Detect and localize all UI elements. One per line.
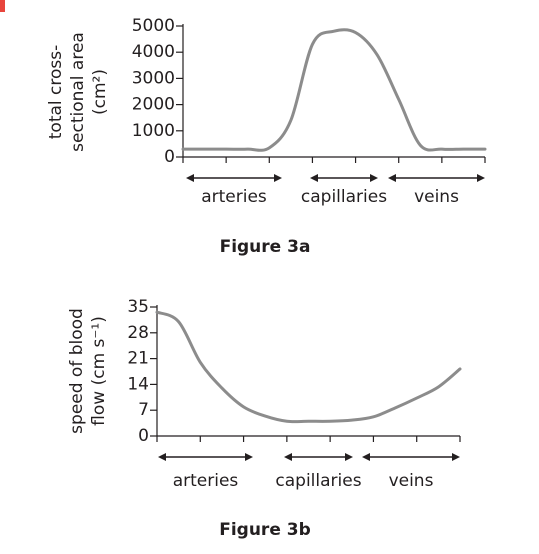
region-label: veins (389, 471, 434, 491)
data-line (155, 310, 462, 424)
arrow-head (310, 174, 318, 182)
figure-title: Figure 3b (219, 520, 311, 540)
arrow-head (345, 453, 353, 461)
arrow-head (284, 453, 292, 461)
arrow-head (452, 453, 460, 461)
arrow-head (158, 453, 166, 461)
y-tick-label: 21 (127, 349, 149, 369)
region-label: capillaries (301, 187, 387, 207)
y-axis-label-line: (cm²) (90, 69, 110, 115)
y-tick-label: 2000 (132, 95, 175, 115)
y-tick-label: 14 (127, 374, 149, 394)
y-tick-label: 1000 (132, 121, 175, 141)
y-axis-label: total cross-sectional area (cm²) (46, 32, 110, 152)
data-line (181, 28, 487, 152)
region-label: arteries (201, 187, 267, 207)
y-tick-label: 3000 (132, 68, 175, 88)
y-tick-label: 0 (138, 426, 149, 446)
y-tick-label: 0 (164, 147, 175, 167)
y-axis-label-line: speed of blood (67, 308, 87, 434)
figure-title: Figure 3a (220, 237, 311, 257)
arrow-head (245, 453, 253, 461)
y-tick-label: 35 (127, 297, 149, 317)
y-axis-label: speed of blood flow (cm s⁻¹) (67, 308, 109, 434)
arrow-head (477, 174, 485, 182)
region-label: arteries (173, 471, 239, 491)
corner-mark (0, 0, 5, 12)
arrow-head (362, 453, 370, 461)
y-axis-label-line: flow (cm s⁻¹) (89, 316, 109, 426)
y-tick-label: 4000 (132, 42, 175, 62)
arrow-head (370, 174, 378, 182)
y-tick-label: 5000 (132, 16, 175, 36)
arrow-head (388, 174, 396, 182)
arrow-head (186, 174, 194, 182)
region-label: capillaries (275, 471, 361, 491)
arrow-head (274, 174, 282, 182)
y-axis-label-line: sectional area (68, 32, 88, 152)
y-tick-label: 28 (127, 323, 149, 343)
y-tick-label: 7 (138, 400, 149, 420)
region-label: veins (414, 187, 459, 207)
y-axis-label-line: total cross- (46, 45, 66, 140)
